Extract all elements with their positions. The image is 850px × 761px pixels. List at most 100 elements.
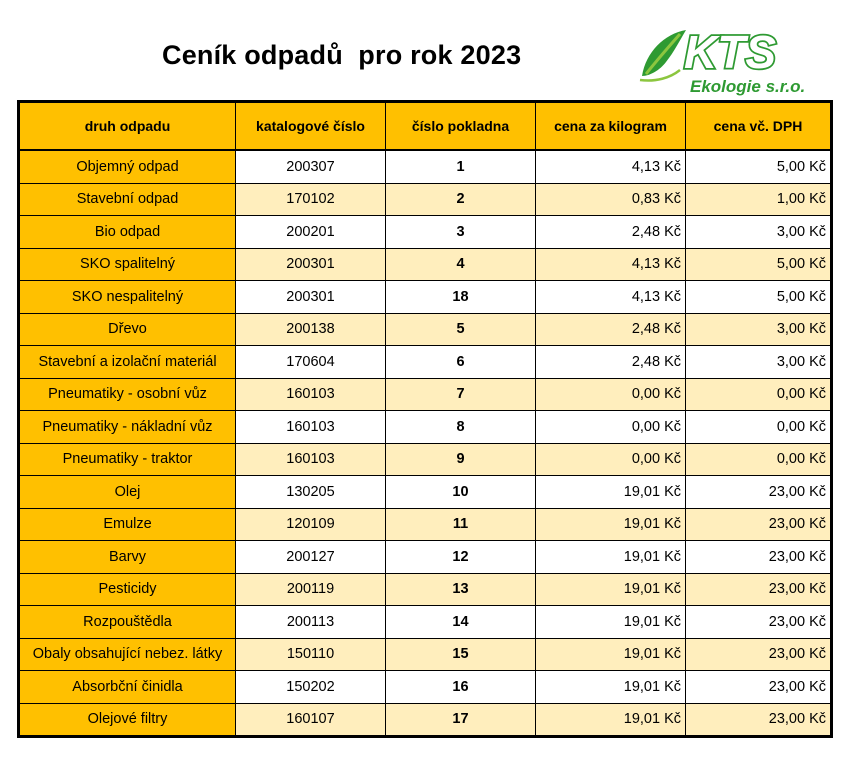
header-row: druh odpadu katalogové číslo číslo pokla… (17, 100, 833, 151)
header-catalog-number: katalogové číslo (235, 100, 386, 151)
catalog-number-cell: 200201 (235, 215, 386, 249)
price-incl-vat-cell: 23,00 Kč (685, 507, 833, 541)
page-title: Ceník odpadů pro rok 2023 (162, 40, 522, 70)
catalog-number-cell: 200127 (235, 540, 386, 574)
waste-type-cell: Objemný odpad (17, 149, 236, 184)
price-incl-vat-cell: 23,00 Kč (685, 605, 833, 639)
price-per-kg-cell: 19,01 Kč (535, 702, 686, 738)
table-row: Barvy 200127 12 19,01 Kč 23,00 Kč (17, 540, 833, 574)
register-number-cell: 10 (385, 475, 536, 509)
catalog-number-cell: 200301 (235, 247, 386, 281)
table-row: Pneumatiky - traktor 160103 9 0,00 Kč 0,00 K… (17, 442, 833, 476)
price-incl-vat-cell: 5,00 Kč (685, 280, 833, 314)
table-row: Obaly obsahující nebez. látky 150110 15 19,… (17, 637, 833, 671)
catalog-number-cell: 120109 (235, 507, 386, 541)
table-row: Pesticidy 200119 13 19,01 Kč 23,00 Kč (17, 572, 833, 606)
waste-type-cell: Pneumatiky - traktor (17, 442, 236, 476)
catalog-number-cell: 200119 (235, 572, 386, 606)
waste-type-cell: Pesticidy (17, 572, 236, 606)
register-number-cell: 3 (385, 215, 536, 249)
header-register-number: číslo pokladna (385, 100, 536, 151)
catalog-number-cell: 150110 (235, 637, 386, 671)
register-number-cell: 7 (385, 377, 536, 411)
price-incl-vat-cell: 5,00 Kč (685, 149, 833, 184)
register-number-cell: 1 (385, 149, 536, 184)
table-row: Pneumatiky - osobní vůz 160103 7 0,00 Kč 0,0… (17, 377, 833, 411)
register-number-cell: 2 (385, 182, 536, 216)
table-row: Olejové filtry 160107 17 19,01 Kč 23,00 Kč (17, 702, 833, 738)
table-row: Stavební odpad 170102 2 0,83 Kč 1,00 Kč (17, 182, 833, 216)
catalog-number-cell: 150202 (235, 670, 386, 704)
register-number-cell: 17 (385, 702, 536, 738)
price-per-kg-cell: 19,01 Kč (535, 637, 686, 671)
price-incl-vat-cell: 23,00 Kč (685, 670, 833, 704)
table-row: Absorbční činidla 150202 16 19,01 Kč 23,00 K… (17, 670, 833, 704)
table-row: Pneumatiky - nákladní vůz 160103 8 0,00 Kč 0… (17, 410, 833, 444)
register-number-cell: 9 (385, 442, 536, 476)
catalog-number-cell: 160107 (235, 702, 386, 738)
table-row: Objemný odpad 200307 1 4,13 Kč 5,00 Kč (17, 149, 833, 184)
waste-type-cell: Stavební odpad (17, 182, 236, 216)
table-row: Stavební a izolační materiál 170604 6 2,48 … (17, 345, 833, 379)
table-row: Bio odpad 200201 3 2,48 Kč 3,00 Kč (17, 215, 833, 249)
table-row: SKO nespalitelný 200301 18 4,13 Kč 5,00 Kč (17, 280, 833, 314)
register-number-cell: 11 (385, 507, 536, 541)
price-per-kg-cell: 0,00 Kč (535, 377, 686, 411)
price-incl-vat-cell: 23,00 Kč (685, 572, 833, 606)
logo-brand-text: KTS (684, 26, 776, 78)
price-incl-vat-cell: 23,00 Kč (685, 637, 833, 671)
catalog-number-cell: 160103 (235, 442, 386, 476)
price-per-kg-cell: 19,01 Kč (535, 540, 686, 574)
waste-type-cell: Olej (17, 475, 236, 509)
waste-type-cell: Barvy (17, 540, 236, 574)
catalog-number-cell: 170102 (235, 182, 386, 216)
register-number-cell: 13 (385, 572, 536, 606)
price-incl-vat-cell: 3,00 Kč (685, 345, 833, 379)
register-number-cell: 12 (385, 540, 536, 574)
waste-type-cell: Absorbční činidla (17, 670, 236, 704)
price-per-kg-cell: 19,01 Kč (535, 605, 686, 639)
register-number-cell: 6 (385, 345, 536, 379)
table-row: Rozpouštědla 200113 14 19,01 Kč 23,00 Kč (17, 605, 833, 639)
price-incl-vat-cell: 1,00 Kč (685, 182, 833, 216)
waste-type-cell: SKO nespalitelný (17, 280, 236, 314)
price-per-kg-cell: 0,00 Kč (535, 410, 686, 444)
price-per-kg-cell: 19,01 Kč (535, 475, 686, 509)
catalog-number-cell: 170604 (235, 345, 386, 379)
waste-type-cell: Obaly obsahující nebez. látky (17, 637, 236, 671)
price-per-kg-cell: 19,01 Kč (535, 670, 686, 704)
price-incl-vat-cell: 23,00 Kč (685, 540, 833, 574)
register-number-cell: 14 (385, 605, 536, 639)
register-number-cell: 4 (385, 247, 536, 281)
price-per-kg-cell: 2,48 Kč (535, 312, 686, 346)
price-per-kg-cell: 4,13 Kč (535, 149, 686, 184)
price-per-kg-cell: 0,00 Kč (535, 442, 686, 476)
waste-type-cell: Pneumatiky - osobní vůz (17, 377, 236, 411)
price-incl-vat-cell: 23,00 Kč (685, 702, 833, 738)
logo-subtitle-text: Ekologie s.r.o. (690, 77, 805, 96)
register-number-cell: 5 (385, 312, 536, 346)
header-price-per-kg: cena za kilogram (535, 100, 686, 151)
waste-type-cell: Emulze (17, 507, 236, 541)
table-row: Dřevo 200138 5 2,48 Kč 3,00 Kč (17, 312, 833, 346)
price-per-kg-cell: 4,13 Kč (535, 247, 686, 281)
catalog-number-cell: 160103 (235, 377, 386, 411)
price-incl-vat-cell: 5,00 Kč (685, 247, 833, 281)
header-price-incl-vat: cena vč. DPH (685, 100, 833, 151)
price-incl-vat-cell: 0,00 Kč (685, 377, 833, 411)
catalog-number-cell: 130205 (235, 475, 386, 509)
register-number-cell: 16 (385, 670, 536, 704)
price-per-kg-cell: 4,13 Kč (535, 280, 686, 314)
catalog-number-cell: 200307 (235, 149, 386, 184)
register-number-cell: 18 (385, 280, 536, 314)
waste-type-cell: SKO spalitelný (17, 247, 236, 281)
waste-type-cell: Pneumatiky - nákladní vůz (17, 410, 236, 444)
price-incl-vat-cell: 23,00 Kč (685, 475, 833, 509)
table-row: Emulze 120109 11 19,01 Kč 23,00 Kč (17, 507, 833, 541)
waste-type-cell: Dřevo (17, 312, 236, 346)
table-row: SKO spalitelný 200301 4 4,13 Kč 5,00 Kč (17, 247, 833, 281)
price-incl-vat-cell: 0,00 Kč (685, 442, 833, 476)
waste-type-cell: Rozpouštědla (17, 605, 236, 639)
price-per-kg-cell: 0,83 Kč (535, 182, 686, 216)
price-incl-vat-cell: 0,00 Kč (685, 410, 833, 444)
